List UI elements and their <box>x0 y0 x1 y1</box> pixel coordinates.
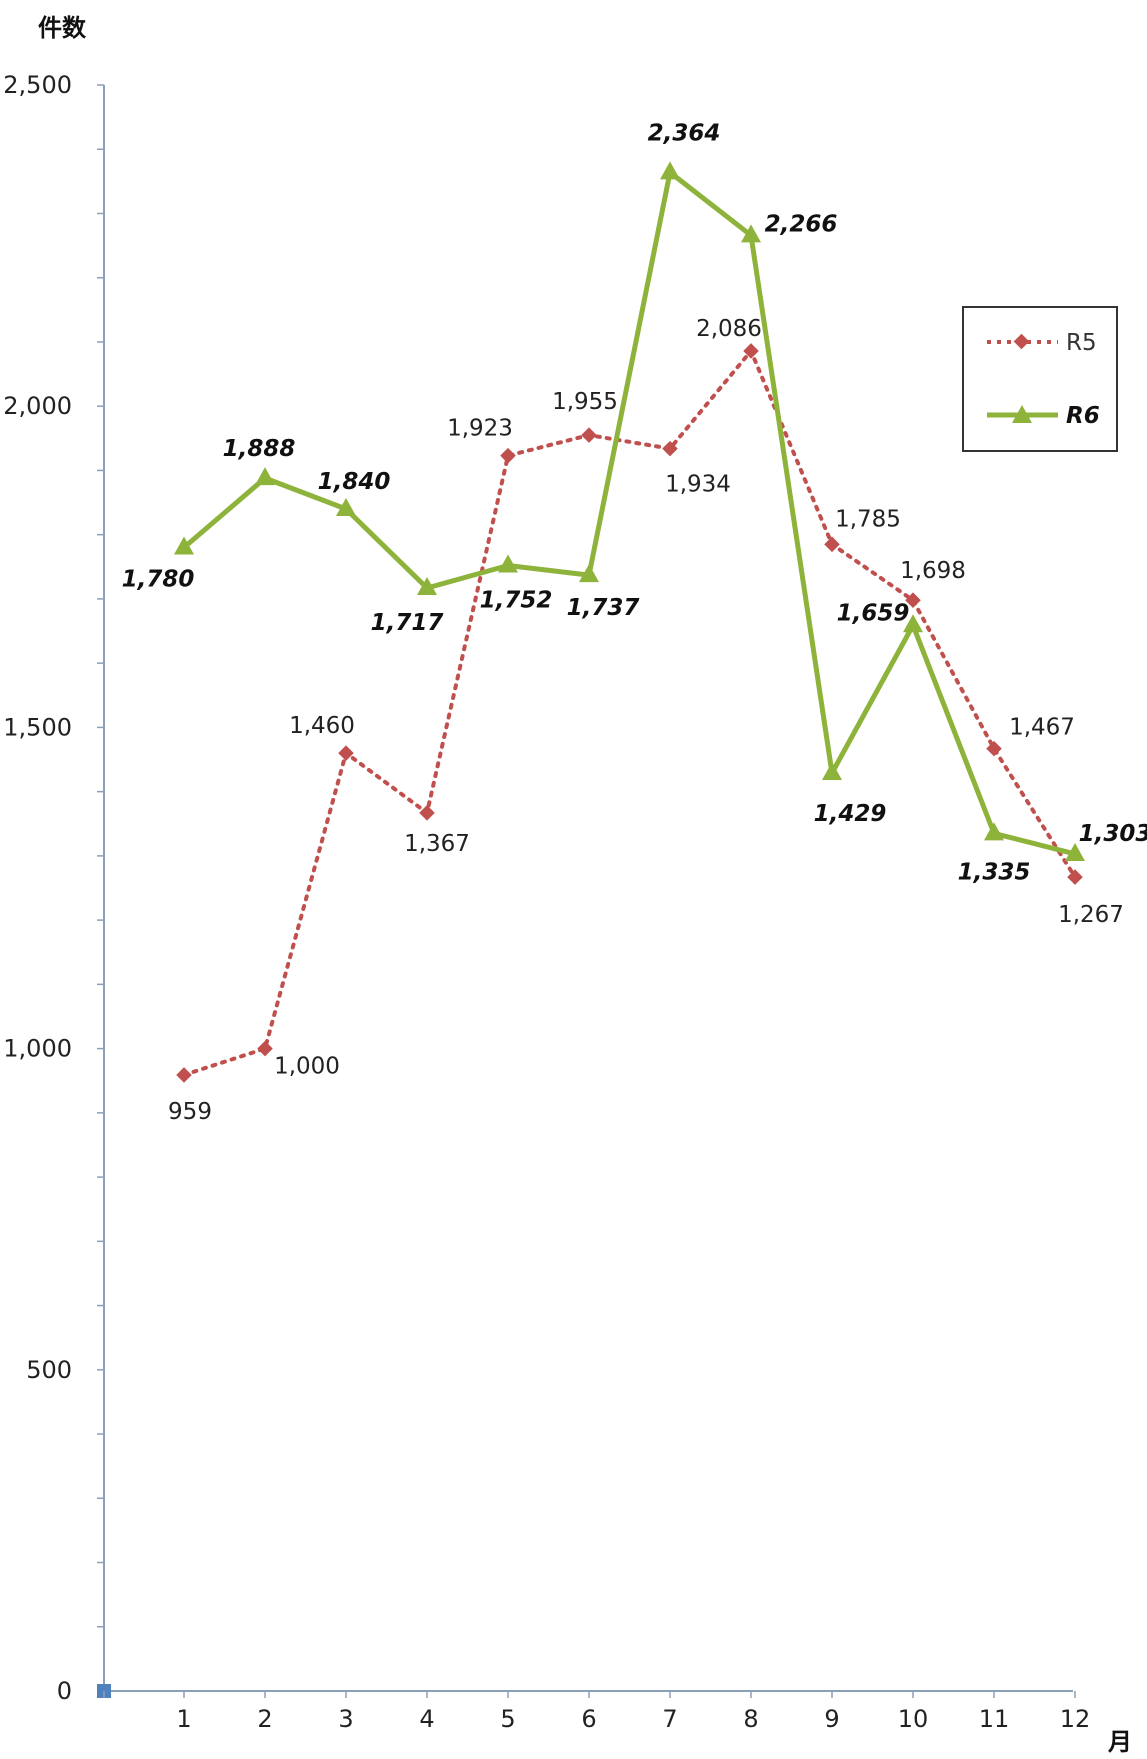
legend-r6-label: R6 <box>1066 403 1100 429</box>
data-label-r5: 1,267 <box>1058 902 1124 928</box>
data-label-r6: 1,737 <box>567 595 640 621</box>
y-tick-label: 500 <box>26 1356 72 1384</box>
data-label-r6: 2,364 <box>648 120 721 146</box>
x-tick-label: 2 <box>257 1705 272 1733</box>
data-label-r6: 1,717 <box>371 610 444 636</box>
x-tick-label: 8 <box>743 1705 758 1733</box>
data-label-r6: 2,266 <box>765 211 838 237</box>
x-tick-label: 4 <box>419 1705 434 1733</box>
series-r6-point <box>255 467 275 486</box>
x-tick-label: 7 <box>662 1705 677 1733</box>
series-r5-point <box>986 740 1002 757</box>
series-r6-point <box>741 224 761 243</box>
series-r6-line <box>182 169 1076 857</box>
series-r6-point <box>174 536 194 555</box>
series-r6-point <box>984 822 1004 841</box>
y-tick-label: 1,000 <box>3 1035 72 1063</box>
series-r6-point <box>1065 842 1085 861</box>
y-tick-label: 2,500 <box>3 71 72 99</box>
data-label-r5: 1,955 <box>552 389 618 415</box>
series-r6-point <box>579 564 599 583</box>
data-label-r5: 959 <box>168 1099 212 1125</box>
legend: R5 R6 <box>962 306 1118 452</box>
legend-r5-label: R5 <box>1066 330 1097 356</box>
series-r5-point <box>257 1040 273 1057</box>
data-label-r6: 1,429 <box>814 801 887 827</box>
x-tick-label: 12 <box>1060 1705 1091 1733</box>
series-r6-point <box>822 762 842 781</box>
data-label-r5: 2,086 <box>696 316 762 342</box>
data-labels: 959 1,000 1,460 1,367 1,923 1,955 1,934 2,086 1,… <box>122 120 1147 1125</box>
x-tick-label: 6 <box>581 1705 596 1733</box>
data-label-r6: 1,780 <box>122 567 195 593</box>
series-r5-line <box>182 347 1077 1077</box>
series-r5-point <box>581 427 597 443</box>
data-label-r5: 1,785 <box>835 506 901 532</box>
series-r6-point <box>417 576 437 595</box>
data-label-r5: 1,367 <box>404 831 470 857</box>
data-label-r6: 1,303 <box>1079 821 1147 847</box>
data-label-r5: 1,467 <box>1009 715 1075 741</box>
y-tick-label: 1,500 <box>3 713 72 741</box>
x-axis-title: 月 <box>1107 1728 1132 1756</box>
data-label-r5: 1,934 <box>665 472 731 498</box>
series-r5-point <box>500 447 516 464</box>
data-label-r5: 1,698 <box>900 558 966 584</box>
series-layer <box>174 161 1085 1083</box>
x-tick-label: 10 <box>898 1705 929 1733</box>
x-tick-label: 11 <box>979 1705 1010 1733</box>
series-r5-point <box>905 592 921 608</box>
data-label-r6: 1,840 <box>318 469 391 495</box>
y-tick-label: 2,000 <box>3 392 72 420</box>
series-r5-point <box>1067 869 1083 885</box>
x-tick-label: 1 <box>176 1705 191 1733</box>
series-r6-point <box>660 161 680 180</box>
data-label-r5: 1,000 <box>274 1054 340 1080</box>
series-r6-point <box>336 497 356 516</box>
y-axis-title: 件数 <box>38 14 87 42</box>
data-label-r5: 1,460 <box>289 713 355 739</box>
x-tick-label: 9 <box>824 1705 839 1733</box>
data-label-r6: 1,888 <box>223 436 296 462</box>
x-tick-label: 5 <box>500 1705 515 1733</box>
series-r5-point <box>824 536 840 553</box>
data-label-r6: 1,335 <box>958 859 1031 885</box>
x-tick-label: 3 <box>338 1705 353 1733</box>
legend-box <box>962 306 1118 452</box>
data-label-r5: 1,923 <box>447 416 513 442</box>
series-r6-point <box>903 614 923 633</box>
series-r6-point <box>498 554 518 573</box>
data-label-r6: 1,659 <box>837 600 910 626</box>
legend-r6-marker <box>1012 405 1032 423</box>
data-label-r6: 1,752 <box>480 588 553 614</box>
y-tick-label: 0 <box>57 1677 72 1705</box>
series-r5-point <box>176 1067 192 1083</box>
